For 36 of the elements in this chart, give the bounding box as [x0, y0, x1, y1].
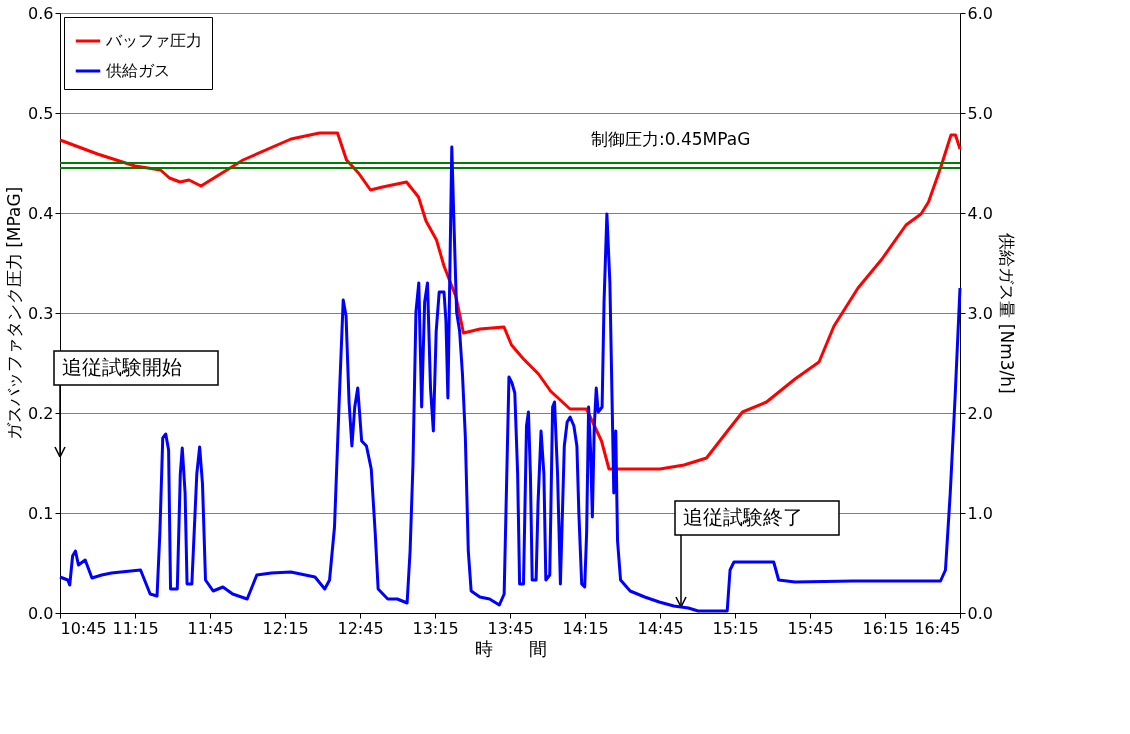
y-tick-label: 0.6 — [28, 3, 54, 23]
y2-tick-label: 0.0 — [967, 603, 993, 623]
x-tick-label: 10:45 — [60, 618, 107, 638]
legend-label: 供給ガス — [106, 61, 170, 80]
x-tick-label: 15:15 — [712, 618, 759, 638]
y2-tick-label: 4.0 — [967, 203, 993, 223]
y-tick-label: 0.0 — [28, 603, 54, 623]
x-tick-label: 16:15 — [862, 618, 909, 638]
y2-tick-label: 3.0 — [967, 303, 993, 323]
x-tick-label: 12:15 — [262, 618, 309, 638]
line-series — [58, 131, 962, 471]
x-tick-label: 11:15 — [112, 618, 159, 638]
x-axis-title: 時 間 — [474, 637, 547, 659]
x-tick-label: 14:15 — [562, 618, 609, 638]
x-tick-label: 12:45 — [337, 618, 384, 638]
y-tick-label: 0.4 — [28, 203, 54, 223]
y2-axis-title: 供給ガス量 [Nm3/h] — [996, 233, 1017, 394]
x-tick-label: 14:45 — [637, 618, 684, 638]
x-tick-label: 11:45 — [187, 618, 234, 638]
legend-label: バッファ圧力 — [105, 31, 202, 50]
ref-line-label: 制御圧力:0.45MPaG — [591, 129, 751, 149]
annotation: 追従試験終了 — [683, 505, 803, 529]
x-tick-label: 15:45 — [787, 618, 834, 638]
y-axis-title: ガスバッファタンク圧力 [MPaG] — [4, 186, 25, 441]
y-tick-label: 0.1 — [28, 503, 54, 523]
y-tick-label: 0.2 — [28, 403, 54, 423]
y2-tick-label: 6.0 — [967, 3, 993, 23]
x-tick-label: 16:45 — [914, 618, 961, 638]
x-tick-label: 13:45 — [487, 618, 534, 638]
y-tick-label: 0.3 — [28, 303, 54, 323]
y2-tick-label: 1.0 — [967, 503, 993, 523]
annotation: 追従試験開始 — [62, 355, 182, 379]
x-tick-label: 13:15 — [412, 618, 459, 638]
y-tick-label: 0.5 — [28, 103, 54, 123]
y2-tick-label: 5.0 — [967, 103, 993, 123]
y2-tick-label: 2.0 — [967, 403, 993, 423]
